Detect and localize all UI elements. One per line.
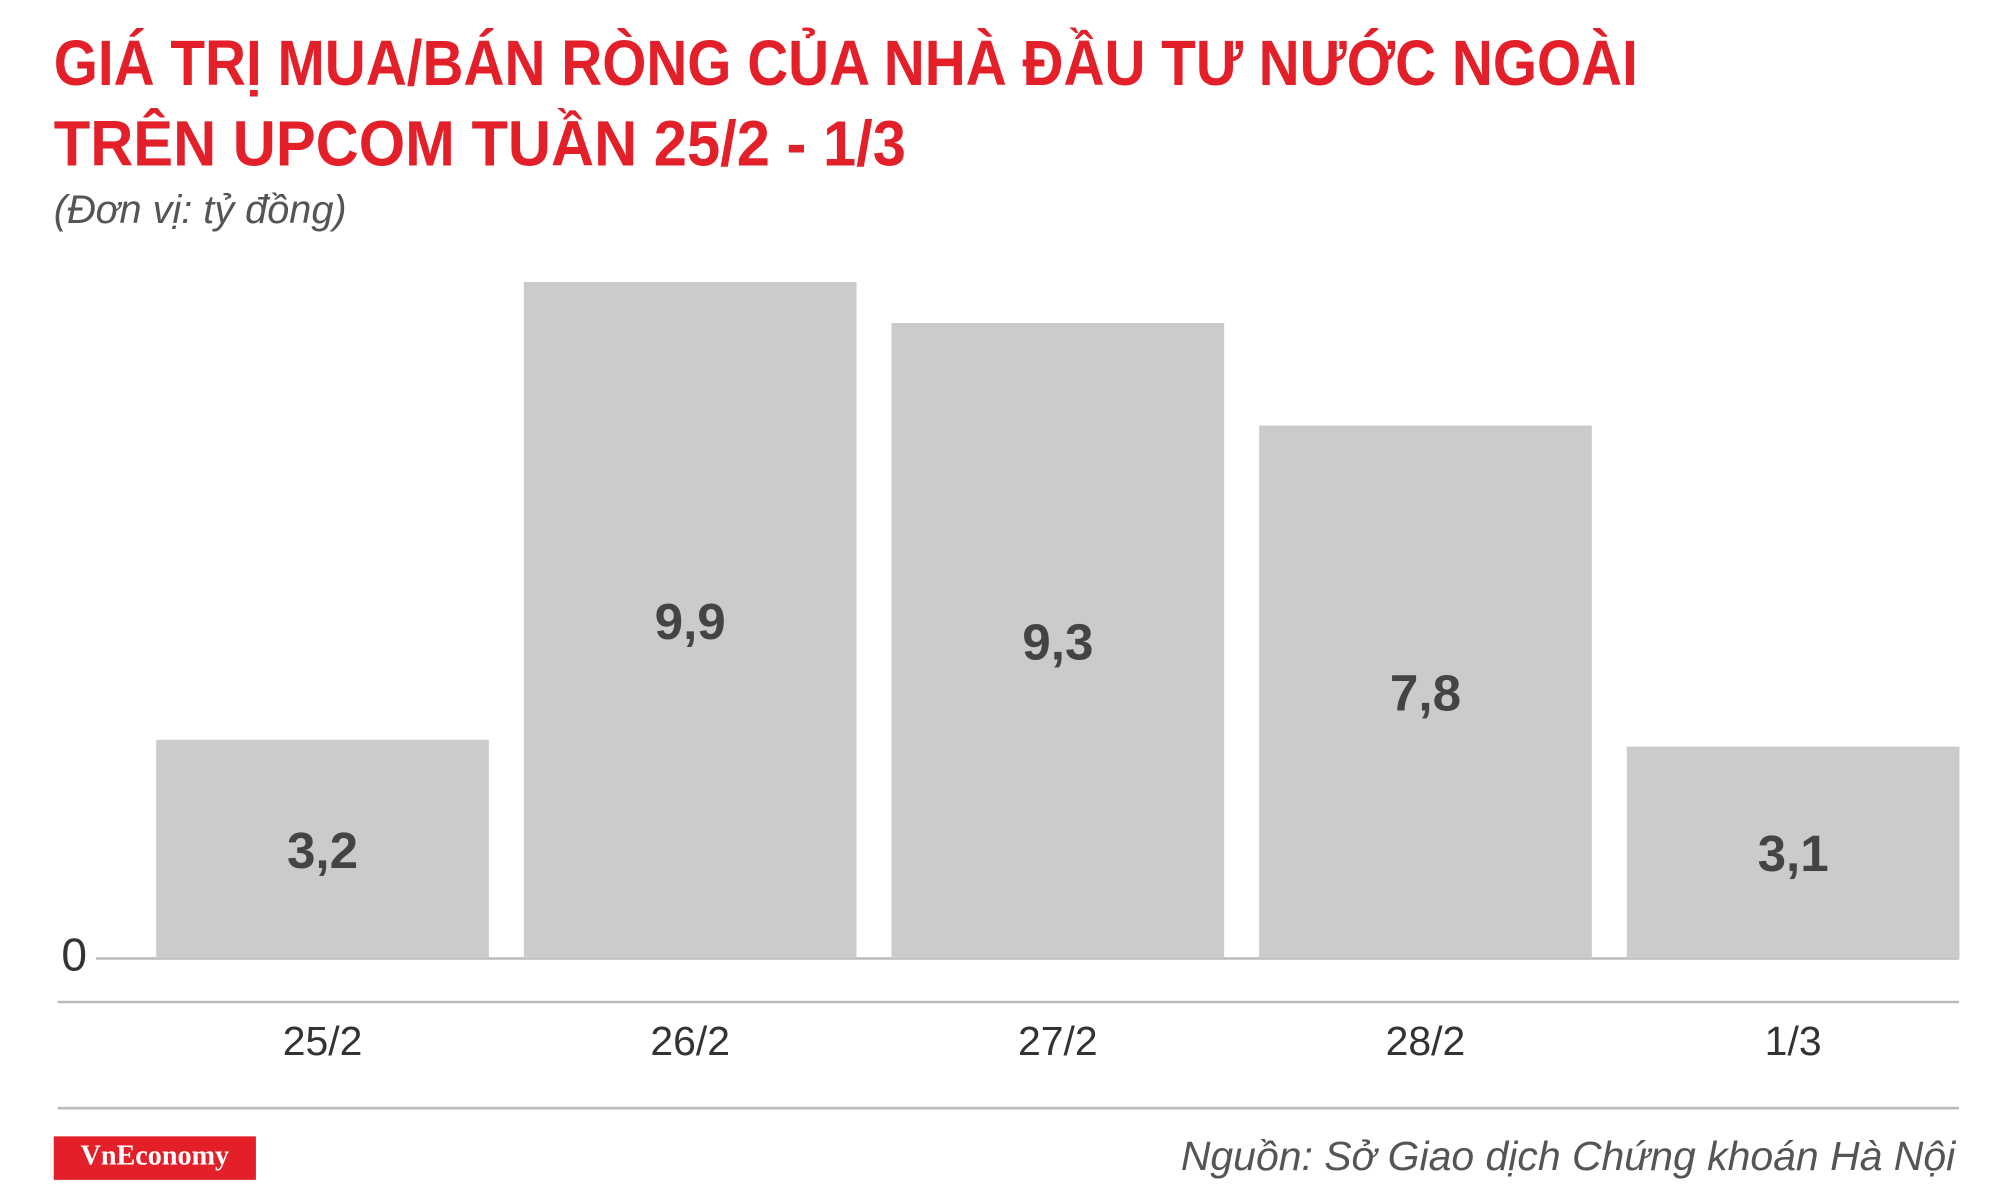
value-label: 3,1	[1758, 825, 1829, 882]
chart-subtitle: (Đơn vị: tỷ đồng)	[54, 188, 347, 232]
bar	[891, 323, 1225, 959]
logo: VnEconomy	[81, 1141, 230, 1172]
x-tick-label: 27/2	[1018, 1018, 1098, 1064]
x-tick-label: 26/2	[650, 1018, 730, 1064]
bar	[523, 282, 857, 959]
value-label: 3,2	[287, 822, 358, 879]
value-label: 9,3	[1022, 613, 1093, 670]
x-tick-label: 28/2	[1386, 1018, 1466, 1064]
value-label: 7,8	[1390, 665, 1461, 722]
source: Nguồn: Sở Giao dịch Chứng khoán Hà Nội	[1181, 1133, 1957, 1179]
bar	[1259, 425, 1592, 959]
bar	[1626, 746, 1960, 959]
chart-title: TRÊN UPCOM TUẦN 25/2 - 1/3	[54, 106, 906, 179]
chart-title: GIÁ TRỊ MUA/BÁN RÒNG CỦA NHÀ ĐẦU TƯ NƯỚC…	[54, 26, 1638, 99]
y-tick-label: 0	[61, 929, 87, 981]
bar	[156, 739, 489, 959]
value-label: 9,9	[655, 593, 726, 650]
x-tick-label: 25/2	[283, 1018, 363, 1064]
logo-box	[53, 1136, 256, 1180]
x-tick-label: 1/3	[1765, 1018, 1822, 1064]
